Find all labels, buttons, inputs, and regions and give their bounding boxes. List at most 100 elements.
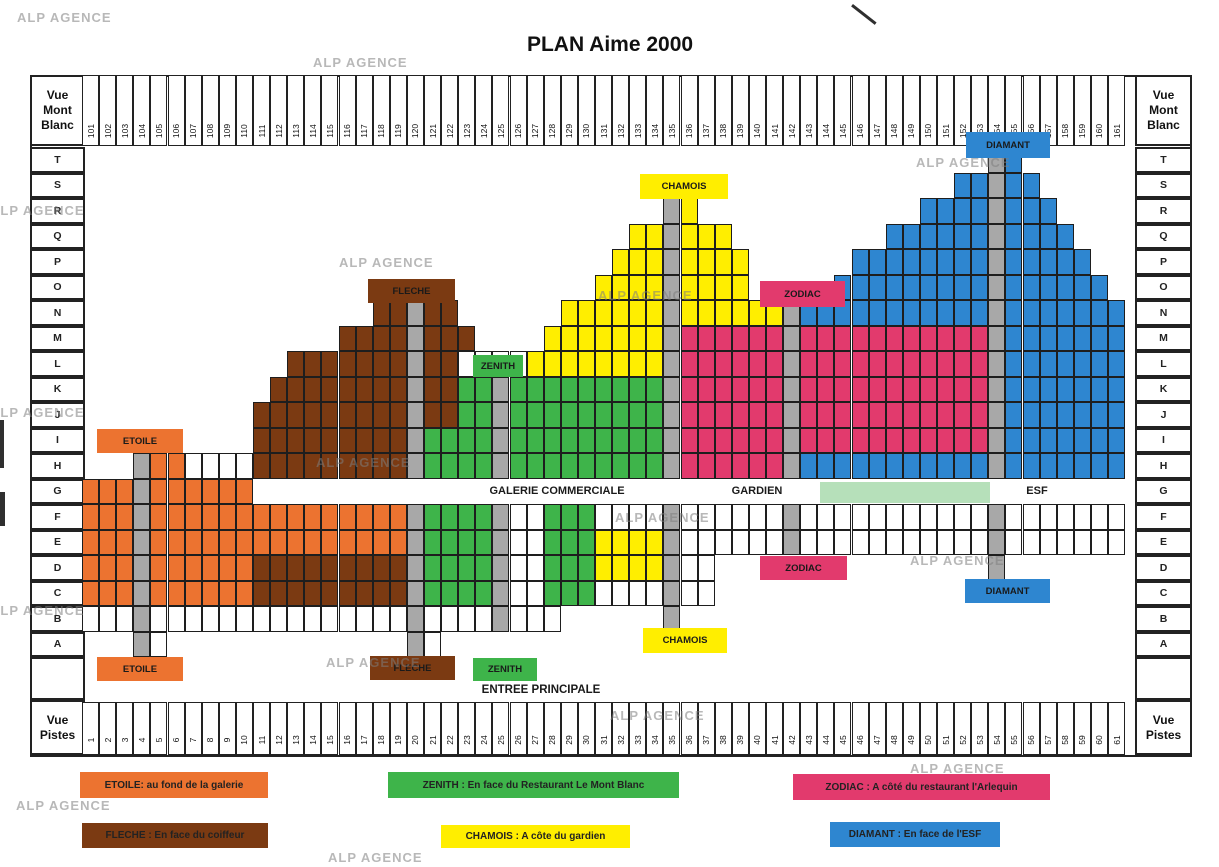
cell-unit-H109	[218, 453, 236, 479]
bottom-axis-number-56: 56	[1022, 702, 1040, 755]
cell-etoile-E115	[321, 529, 339, 555]
cell-fleche-J114	[304, 402, 322, 428]
cell-fleche-D117	[355, 555, 373, 581]
cell-chamois-N136	[680, 300, 698, 326]
cell-diamant-R155	[1005, 198, 1023, 224]
bottom-axis-number-21: 21	[424, 702, 442, 755]
cell-stairwell-C135	[663, 580, 681, 606]
cell-zenith-I129	[560, 427, 578, 453]
cell-diamant-P149	[902, 249, 920, 275]
cell-zenith-C129	[560, 580, 578, 606]
scan-artifact	[851, 4, 877, 25]
top-axis-number-128: 128	[543, 75, 561, 146]
cell-fleche-J115	[321, 402, 339, 428]
cell-zenith-K123	[458, 376, 476, 402]
cell-stairwell-F154	[988, 504, 1006, 530]
cell-zodiac-M153	[971, 325, 989, 351]
cell-chamois-Q138	[714, 223, 732, 249]
row-letter-left-B: B	[30, 606, 85, 632]
cell-etoile-F101	[82, 504, 100, 530]
cell-fleche-H112	[270, 453, 288, 479]
cell-unit-D126	[509, 555, 527, 581]
cell-fleche-D112	[270, 555, 288, 581]
cell-chamois-D132	[612, 555, 630, 581]
cell-etoile-E110	[235, 529, 253, 555]
cell-unit-F148	[885, 504, 903, 530]
cell-unit-F138	[714, 504, 732, 530]
cell-zodiac-L145	[834, 351, 852, 377]
cell-stairwell-M154	[988, 325, 1006, 351]
cell-unit-E137	[697, 529, 715, 555]
cell-zenith-I124	[475, 427, 493, 453]
top-axis-number-124: 124	[475, 75, 493, 146]
cell-zenith-K129	[560, 376, 578, 402]
watermark-alp-agence: ALP AGENCE	[0, 203, 85, 218]
cell-zenith-H126	[509, 453, 527, 479]
cell-fleche-M116	[338, 325, 356, 351]
cell-zenith-H132	[612, 453, 630, 479]
cell-zodiac-K149	[902, 376, 920, 402]
cell-fleche-D119	[389, 555, 407, 581]
cell-fleche-J111	[253, 402, 271, 428]
watermark-alp-agence: ALP AGENCE	[598, 288, 693, 303]
cell-diamant-Q157	[1039, 223, 1057, 249]
cell-etoile-G109	[218, 478, 236, 504]
cell-diamant-H143	[800, 453, 818, 479]
watermark-alp-agence: ALP AGENCE	[610, 708, 705, 723]
cell-fleche-C117	[355, 580, 373, 606]
cell-fleche-J121	[424, 402, 442, 428]
bottom-axis-number-37: 37	[697, 702, 715, 755]
cell-etoile-E105	[150, 529, 168, 555]
cell-diamant-L156	[1022, 351, 1040, 377]
cell-zenith-D123	[458, 555, 476, 581]
cell-zenith-I123	[458, 427, 476, 453]
cell-zenith-J131	[595, 402, 613, 428]
cell-chamois-P132	[612, 249, 630, 275]
cell-chamois-N133	[629, 300, 647, 326]
cell-stairwell-R135	[663, 198, 681, 224]
bottom-axis-number-12: 12	[270, 702, 288, 755]
cell-zenith-K128	[543, 376, 561, 402]
cell-fleche-M119	[389, 325, 407, 351]
bottom-axis-number-50: 50	[919, 702, 937, 755]
cell-chamois-O138	[714, 274, 732, 300]
row-letter-left-J: J	[30, 402, 85, 428]
cell-stairwell-Q154	[988, 223, 1006, 249]
cell-unit-C131	[595, 580, 613, 606]
cell-etoile-F109	[218, 504, 236, 530]
cell-chamois-N134	[646, 300, 664, 326]
cell-fleche-D113	[287, 555, 305, 581]
cell-stairwell-K142	[783, 376, 801, 402]
bottom-axis-number-13: 13	[287, 702, 305, 755]
cell-zenith-C121	[424, 580, 442, 606]
cell-unit-C133	[629, 580, 647, 606]
cell-zenith-F122	[441, 504, 459, 530]
cell-etoile-D105	[150, 555, 168, 581]
cell-diamant-H159	[1073, 453, 1091, 479]
cell-etoile-C103	[116, 580, 134, 606]
bottom-axis-number-17: 17	[355, 702, 373, 755]
cell-etoile-G101	[82, 478, 100, 504]
row-letter-left-I: I	[30, 427, 85, 453]
cell-zodiac-L153	[971, 351, 989, 377]
cell-zenith-D121	[424, 555, 442, 581]
cell-etoile-C108	[201, 580, 219, 606]
top-axis-number-118: 118	[372, 75, 390, 146]
cell-stairwell-E125	[492, 529, 510, 555]
cell-diamant-K159	[1073, 376, 1091, 402]
cell-stairwell-I142	[783, 427, 801, 453]
cell-zodiac-L148	[885, 351, 903, 377]
top-axis-number-160: 160	[1090, 75, 1108, 146]
cell-diamant-N161	[1108, 300, 1126, 326]
row-letter-right-L: L	[1135, 351, 1192, 377]
cell-unit-F136	[680, 504, 698, 530]
cell-etoile-E116	[338, 529, 356, 555]
cell-zodiac-I136	[680, 427, 698, 453]
cell-chamois-E134	[646, 529, 664, 555]
cell-etoile-D102	[99, 555, 117, 581]
cell-zenith-D124	[475, 555, 493, 581]
top-axis-number-138: 138	[714, 75, 732, 146]
cell-unit-B115	[321, 606, 339, 632]
bottom-axis-number-10: 10	[235, 702, 253, 755]
top-axis-number-148: 148	[885, 75, 903, 146]
